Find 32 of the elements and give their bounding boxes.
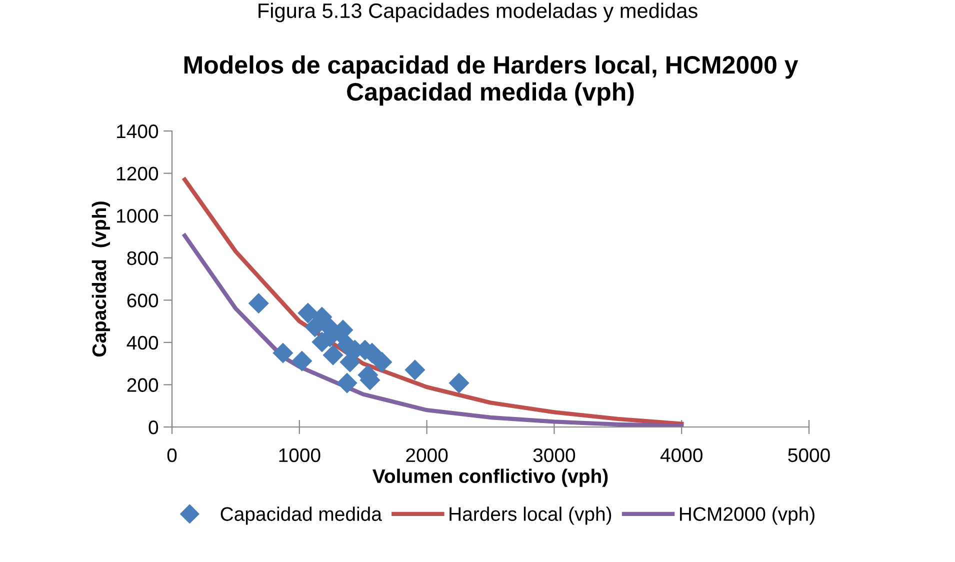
point: [336, 372, 358, 394]
point: [404, 360, 426, 380]
x-tick-label: 1000: [279, 448, 320, 462]
legend-label: Capacidad medida: [220, 506, 382, 525]
point: [248, 293, 269, 314]
x-axis-title: Volumen conflictivo (vph): [372, 468, 608, 487]
y-tick-label: 0: [148, 420, 158, 434]
y-tick-label: 800: [127, 251, 158, 266]
text: Figura 5.13 Capacidades modeladas y medidas: [258, 2, 698, 22]
y-tick-label: 600: [127, 294, 158, 308]
point: [372, 352, 392, 372]
y-tick-label: 1400: [117, 124, 158, 138]
x-tick-label: 5000: [788, 448, 830, 462]
y-tick-label: 1000: [117, 209, 158, 223]
point: [322, 344, 344, 366]
legend-label: HCM2000 (vph): [680, 506, 814, 525]
line-series: [182, 234, 684, 427]
legend-label: Harders local (vph): [450, 506, 612, 525]
y-tick-label: 1200: [117, 166, 158, 181]
point: [292, 350, 312, 372]
x-tick-label: 0: [167, 448, 177, 462]
point: [448, 372, 470, 394]
chart-title: Modelos de capacidad de Harders local, HCM2000 y Capacidad medida (vph): [184, 55, 798, 106]
x-tick-label: 3000: [533, 448, 576, 462]
point: [272, 342, 294, 364]
x-tick-label: 4000: [660, 448, 702, 462]
line-series: [182, 178, 684, 426]
x-tick-label: 2000: [406, 448, 448, 462]
y-axis-title: Capacidad (vph): [92, 202, 110, 357]
y-tick-label: 200: [127, 378, 158, 392]
y-tick-label: 400: [126, 336, 158, 350]
point: [298, 302, 318, 324]
